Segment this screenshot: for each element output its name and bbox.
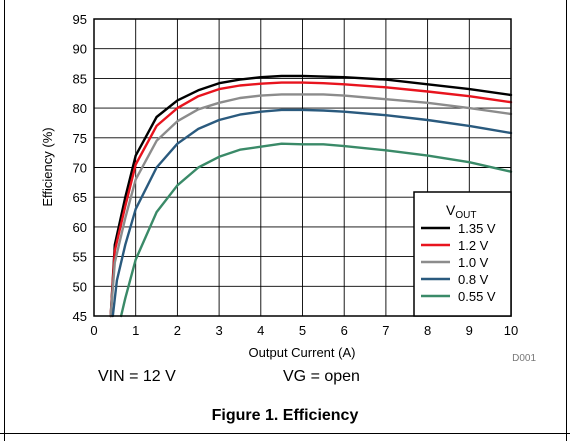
legend-entry-label: 1.0 V <box>458 255 489 270</box>
figure-id-label: D001 <box>512 353 536 364</box>
page-bottom-rule <box>0 433 570 434</box>
legend-entry-label: 0.8 V <box>458 272 489 287</box>
y-tick-label: 45 <box>73 309 87 324</box>
series-line-1 <box>109 81 513 318</box>
page-right-border <box>566 0 567 441</box>
x-tick-label: 3 <box>215 323 222 338</box>
legend: VOUT 1.35 V 1.2 V 1.0 V 0.8 V 0.55 V <box>413 191 512 317</box>
vg-caption: VG = open <box>283 368 360 385</box>
vin-caption: VIN = 12 V <box>98 368 176 385</box>
x-tick-label: 1 <box>132 323 139 338</box>
x-tick-label: 8 <box>424 323 431 338</box>
x-tick-label: 0 <box>90 323 97 338</box>
x-tick-label: 10 <box>504 323 518 338</box>
series-layer <box>109 74 513 318</box>
legend-title: VOUT <box>446 202 476 221</box>
y-axis-label: Efficiency (%) <box>40 127 55 206</box>
plot-border <box>93 18 512 317</box>
y-tick-label: 60 <box>73 220 87 235</box>
legend-entry-label: 0.55 V <box>458 289 496 304</box>
x-axis-label: Output Current (A) <box>249 345 356 360</box>
y-tick-label: 80 <box>73 101 87 116</box>
y-tick-label: 70 <box>73 161 87 176</box>
series-line-2 <box>109 93 513 318</box>
y-tick-label: 55 <box>73 250 87 265</box>
y-tick-label: 85 <box>73 71 87 86</box>
page-left-border <box>4 0 5 441</box>
y-tick-label: 75 <box>73 131 87 146</box>
series-line-0 <box>109 74 513 318</box>
x-tick-label: 2 <box>174 323 181 338</box>
legend-entry-label: 1.35 V <box>458 221 496 236</box>
x-tick-label: 4 <box>257 323 264 338</box>
y-tick-label: 65 <box>73 190 87 205</box>
x-tick-label: 7 <box>382 323 389 338</box>
x-tick-label: 6 <box>341 323 348 338</box>
x-tick-label: 5 <box>299 323 306 338</box>
figure-caption: Figure 1. Efficiency <box>211 407 359 424</box>
y-tick-label: 95 <box>73 12 87 27</box>
y-tick-label: 50 <box>73 279 87 294</box>
y-tick-label: 90 <box>73 42 87 57</box>
series-line-4 <box>119 142 513 318</box>
legend-entry-label: 1.2 V <box>458 238 489 253</box>
legend-items: 1.35 V 1.2 V 1.0 V 0.8 V 0.55 V <box>421 221 496 304</box>
x-tick-label: 9 <box>466 323 473 338</box>
series-line-3 <box>111 108 513 318</box>
